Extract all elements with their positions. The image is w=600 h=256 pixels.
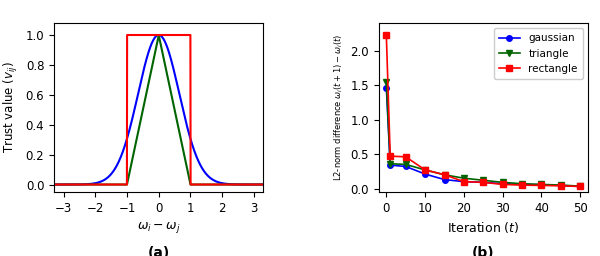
triangle bbox=[402, 163, 409, 166]
triangle bbox=[479, 179, 487, 182]
triangle bbox=[386, 162, 394, 165]
Line: triangle: triangle bbox=[383, 80, 583, 189]
gaussian bbox=[479, 181, 487, 184]
triangle bbox=[538, 183, 545, 186]
X-axis label: $\omega_i - \omega_j$: $\omega_i - \omega_j$ bbox=[137, 220, 181, 235]
rectangle bbox=[422, 168, 429, 172]
X-axis label: Iteration ($t$): Iteration ($t$) bbox=[447, 220, 520, 235]
gaussian bbox=[402, 165, 409, 168]
gaussian bbox=[518, 183, 526, 186]
triangle bbox=[441, 173, 448, 176]
gaussian bbox=[499, 182, 506, 185]
gaussian bbox=[460, 180, 467, 183]
triangle bbox=[422, 168, 429, 172]
rectangle bbox=[577, 185, 584, 188]
rectangle bbox=[460, 180, 467, 183]
triangle bbox=[518, 182, 526, 185]
rectangle bbox=[479, 181, 487, 184]
gaussian bbox=[557, 184, 565, 187]
gaussian bbox=[538, 183, 545, 186]
rectangle bbox=[402, 155, 409, 158]
rectangle bbox=[383, 34, 390, 37]
rectangle bbox=[538, 184, 545, 187]
rectangle bbox=[518, 184, 526, 187]
triangle bbox=[383, 81, 390, 84]
gaussian bbox=[441, 178, 448, 181]
triangle bbox=[577, 185, 584, 188]
gaussian bbox=[383, 86, 390, 89]
triangle bbox=[460, 177, 467, 180]
rectangle bbox=[386, 155, 394, 158]
gaussian bbox=[577, 185, 584, 188]
Legend: gaussian, triangle, rectangle: gaussian, triangle, rectangle bbox=[494, 28, 583, 79]
Line: gaussian: gaussian bbox=[383, 85, 583, 189]
gaussian bbox=[386, 164, 394, 167]
Text: (a): (a) bbox=[148, 246, 170, 256]
rectangle bbox=[557, 184, 565, 187]
gaussian bbox=[422, 173, 429, 176]
Text: (b): (b) bbox=[472, 246, 494, 256]
Y-axis label: Trust value ($v_{ij}$): Trust value ($v_{ij}$) bbox=[2, 62, 20, 153]
Y-axis label: L2-norm difference $\omega_i(t+1) - \omega_i(t)$: L2-norm difference $\omega_i(t+1) - \ome… bbox=[332, 34, 344, 181]
rectangle bbox=[441, 173, 448, 176]
triangle bbox=[557, 184, 565, 187]
Line: rectangle: rectangle bbox=[383, 33, 583, 189]
rectangle bbox=[499, 183, 506, 186]
triangle bbox=[499, 181, 506, 184]
